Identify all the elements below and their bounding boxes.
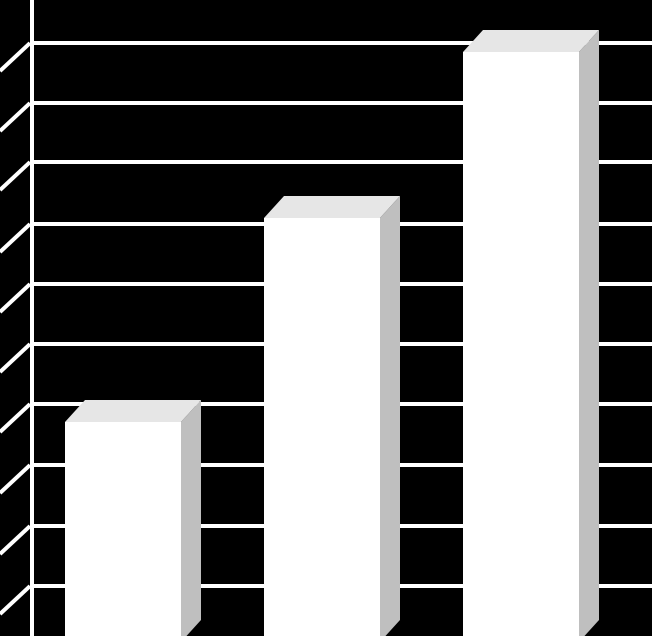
bar [463, 52, 579, 636]
bar [264, 218, 380, 636]
bar [65, 422, 181, 636]
chart-canvas [0, 0, 652, 636]
y-axis [30, 0, 34, 636]
